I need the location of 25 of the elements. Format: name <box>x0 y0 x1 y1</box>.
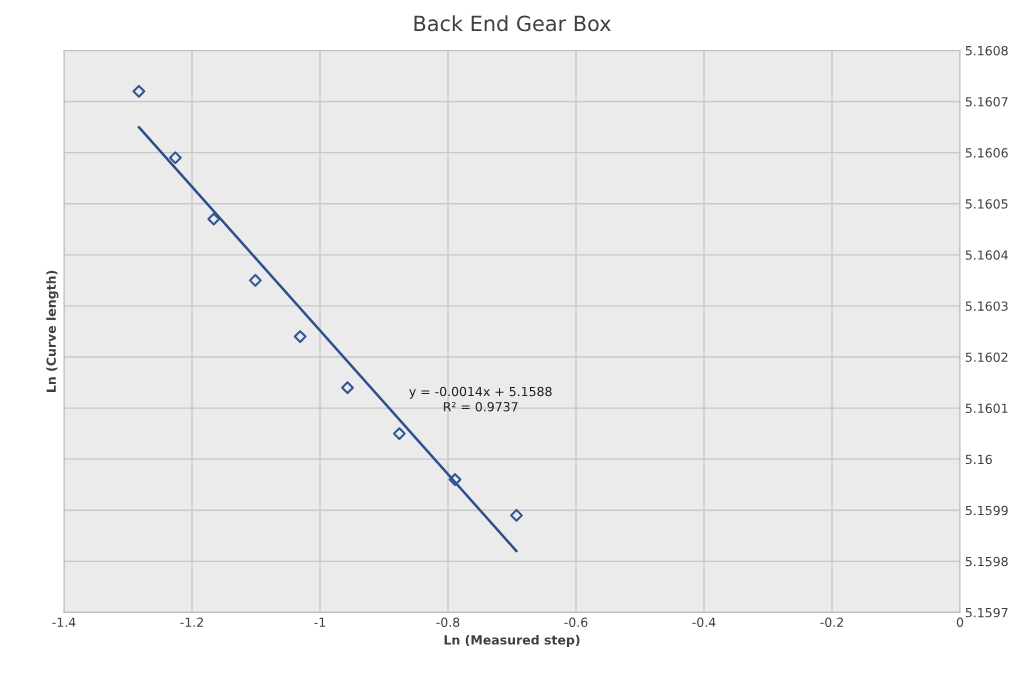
y-tick-label: 5.1601 <box>965 403 1008 414</box>
y-tick-label: 5.1603 <box>965 301 1008 311</box>
y-tick-label: 5.1607 <box>965 97 1008 107</box>
x-tick-label: -1.2 <box>180 617 203 627</box>
x-tick-label: -1 <box>314 617 326 627</box>
y-tick-label: 5.1604 <box>965 250 1008 260</box>
y-tick-label: 5.1598 <box>965 556 1008 567</box>
y-tick-label: 5.1605 <box>965 199 1008 209</box>
y-tick-label: 5.1606 <box>965 148 1008 158</box>
y-axis-title: Ln (Curve length) <box>46 270 59 392</box>
x-tick-label: -0.2 <box>820 617 843 627</box>
y-tick-label: 5.1608 <box>965 45 1008 56</box>
annotation: y = -0.0014x + 5.1588 <box>409 386 552 399</box>
y-tick-label: 5.1602 <box>965 352 1008 362</box>
x-axis-title: Ln (Measured step) <box>444 634 580 648</box>
x-tick-label: -0.6 <box>564 617 588 627</box>
x-tick-label: -1.4 <box>52 617 76 627</box>
y-tick-label: 5.1597 <box>965 607 1008 618</box>
y-tick-label: 5.1599 <box>965 505 1008 516</box>
x-tick-label: 0 <box>956 617 964 627</box>
chart-title: Back End Gear Box <box>414 15 611 32</box>
y-tick-label: 5.16 <box>965 454 992 465</box>
x-tick-label: -0.8 <box>436 617 460 627</box>
annotation: R² = 0.9737 <box>443 401 518 412</box>
x-tick-label: -0.4 <box>692 617 716 627</box>
